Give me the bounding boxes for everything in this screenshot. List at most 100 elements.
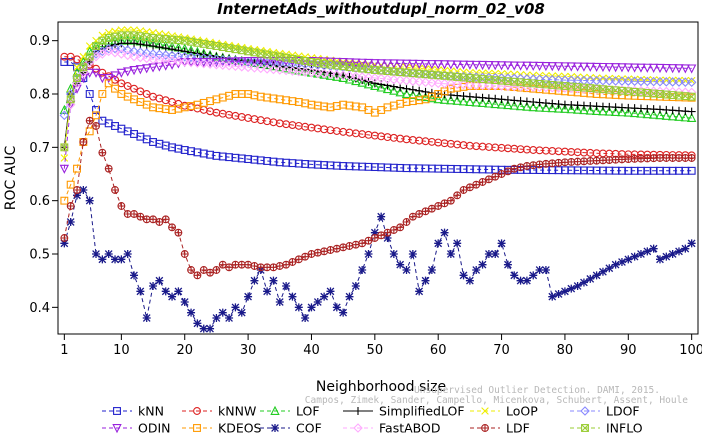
point-ldf [199, 266, 208, 274]
point-cof [149, 282, 158, 290]
point-kdeos [383, 103, 392, 112]
point-ldf [548, 159, 557, 168]
point-fastabod [167, 56, 177, 66]
point-fastabod [236, 62, 247, 72]
point-lof [59, 104, 70, 114]
point-odin [636, 63, 646, 73]
point-kdeos [60, 196, 69, 205]
point-ldof [135, 47, 146, 58]
point-fastabod [306, 67, 317, 78]
point-cof [79, 186, 88, 194]
point-cof [402, 266, 411, 274]
point-cof [130, 271, 139, 280]
legend-label-kdeos: KDEOS [218, 421, 262, 434]
point-cof [364, 250, 373, 258]
point-lof [680, 112, 691, 122]
point-fastabod [287, 66, 298, 76]
legend-item-ldof: LDOF [570, 404, 640, 419]
point-fastabod [420, 77, 431, 88]
legend-item-loop: LoOP [470, 404, 538, 419]
point-cof [554, 290, 563, 298]
point-ldf [415, 210, 424, 218]
point-cof [396, 260, 405, 269]
point-odin [655, 63, 665, 74]
point-inflo [478, 75, 487, 84]
point-knn [687, 166, 696, 175]
point-fastabod [141, 53, 152, 64]
point-ldf [681, 154, 690, 162]
point-lof [585, 105, 595, 115]
point-lof [471, 97, 481, 107]
point-ldf [193, 271, 202, 280]
point-cof [282, 282, 291, 290]
point-lof [458, 96, 469, 106]
point-inflo [60, 143, 69, 152]
point-ldf [396, 223, 405, 232]
point-ldf [370, 234, 379, 242]
point-lof [401, 88, 412, 98]
point-odin [534, 61, 545, 72]
point-odin [496, 61, 507, 71]
point-loop [199, 37, 208, 45]
point-lof [357, 77, 367, 87]
point-simplifiedlof [402, 84, 411, 93]
legend-item-knnw: kNNW [182, 404, 256, 419]
point-lof [414, 90, 424, 101]
point-lof [642, 109, 653, 119]
point-fastabod [129, 51, 139, 62]
point-ldf [142, 215, 151, 224]
point-lof [560, 103, 570, 113]
point-cof [66, 218, 75, 226]
point-ldf [313, 248, 322, 257]
point-lof [591, 105, 602, 116]
point-simplifiedlof [408, 85, 417, 94]
point-lof [420, 91, 431, 102]
point-simplifiedlof [180, 47, 189, 56]
point-ldf [402, 218, 411, 226]
point-cof [630, 252, 639, 261]
point-ldf [637, 154, 645, 163]
point-odin [566, 62, 576, 72]
point-lof [598, 106, 608, 116]
point-cof [605, 264, 614, 273]
point-fastabod [198, 58, 209, 69]
point-fastabod [116, 49, 127, 59]
credit-line-2: Campos, Zimek, Sander, Campello, Micenko… [305, 395, 688, 406]
point-lof [395, 87, 405, 97]
point-loop [218, 40, 227, 49]
point-fastabod [370, 73, 380, 83]
series-line-odin [63, 60, 692, 169]
legend-marker-odin [112, 424, 122, 434]
point-odin [648, 63, 659, 73]
point-odin [446, 60, 456, 70]
point-lof [667, 111, 678, 121]
point-fastabod [439, 78, 450, 89]
point-odin [129, 66, 139, 76]
point-lof [617, 107, 627, 117]
point-ldof [72, 73, 82, 83]
point-fastabod [72, 78, 82, 89]
point-fastabod [319, 68, 329, 79]
point-lof [674, 111, 684, 121]
point-ldf [237, 260, 246, 269]
y-axis-title: ROC AUC [3, 145, 19, 210]
point-ldf [98, 148, 107, 157]
legend-label-cof: COF [296, 421, 322, 434]
point-odin [610, 63, 621, 73]
series-inflo [60, 31, 696, 152]
point-cof [636, 250, 645, 258]
point-lof [604, 106, 614, 116]
x-tick-label: 30 [240, 343, 257, 358]
x-axis-title: Neighborhood size [316, 379, 446, 395]
point-odin [59, 164, 70, 174]
point-fastabod [332, 70, 342, 80]
point-simplifiedlof [155, 43, 164, 52]
point-ldf [560, 158, 569, 167]
point-lof [363, 79, 374, 89]
point-cof [168, 292, 177, 301]
y-tick-label: 0.9 [29, 34, 50, 49]
point-fastabod [217, 60, 228, 70]
point-cof [73, 191, 82, 200]
point-lof [427, 93, 437, 103]
point-cof [465, 276, 474, 285]
